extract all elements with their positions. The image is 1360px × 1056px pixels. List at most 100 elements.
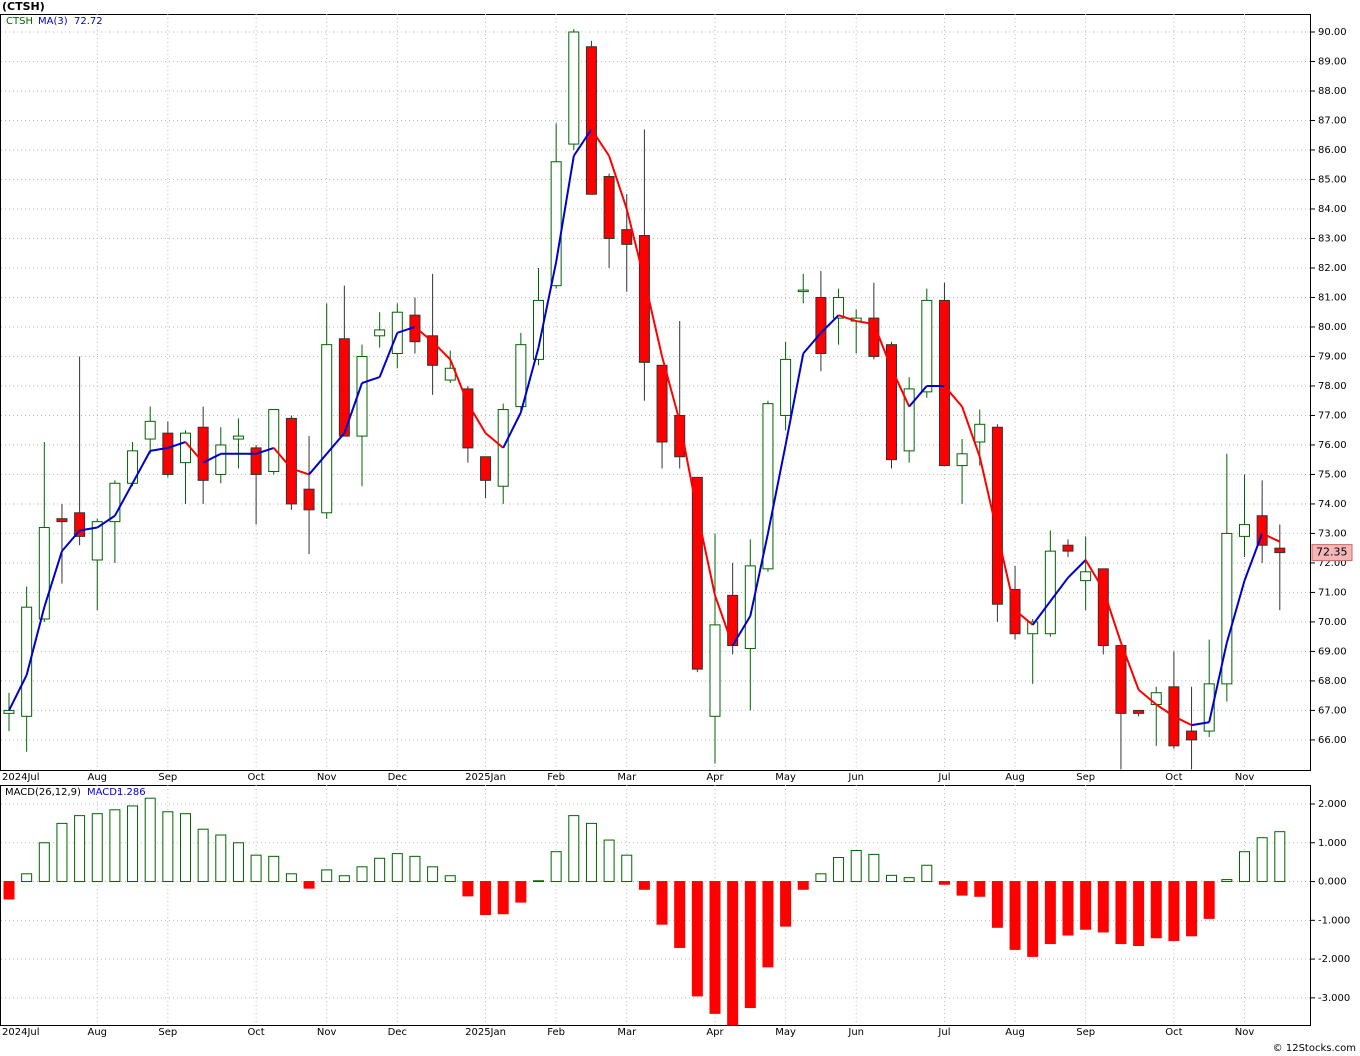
y-tick-label: 80.00 — [1318, 322, 1347, 333]
macd-bar — [427, 866, 439, 883]
ma-line — [167, 441, 186, 449]
candle-body — [197, 426, 209, 481]
candle-body — [921, 299, 933, 393]
ma-line — [414, 326, 434, 343]
ma-line — [1014, 609, 1034, 626]
y-tick-label: 89.00 — [1318, 56, 1347, 67]
macd-bar — [515, 881, 527, 903]
ma-line — [908, 385, 928, 408]
ma-line — [150, 446, 169, 452]
y-tick-label: 74.00 — [1318, 499, 1347, 510]
ma-line — [396, 326, 416, 334]
macd-bar — [1221, 879, 1233, 883]
x-tick-label: Jul — [937, 1027, 950, 1038]
candle-body — [568, 31, 580, 145]
y-tick-label: -3.000 — [1318, 993, 1350, 1004]
ma-line — [537, 261, 558, 348]
candle-body — [603, 176, 615, 239]
macd-bar — [956, 881, 968, 896]
macd-bar — [568, 815, 580, 883]
macd-bar — [1062, 881, 1074, 936]
candle-body — [74, 512, 86, 537]
macd-bar — [480, 881, 492, 915]
y-tick-label: 87.00 — [1318, 115, 1347, 126]
macd-bar — [727, 881, 739, 1026]
x-tick-label: Dec — [388, 1027, 407, 1038]
candle-body — [1186, 730, 1198, 741]
macd-bar — [744, 881, 756, 1009]
x-tick-label: Jun — [847, 1027, 864, 1038]
ma-line — [1120, 642, 1140, 691]
macd-bar — [391, 853, 403, 883]
y-tick-label: 75.00 — [1318, 469, 1347, 480]
macd-bar — [444, 875, 456, 883]
candle-body — [285, 417, 297, 505]
price-frame — [0, 14, 1311, 771]
candle-body — [1239, 524, 1250, 537]
macd-value: 1.286 — [117, 787, 146, 798]
y-tick-label: 67.00 — [1318, 705, 1347, 716]
x-tick-label: Apr — [706, 1027, 724, 1038]
candle-body — [1027, 621, 1039, 635]
ma-line — [1173, 715, 1192, 727]
macd-bar — [356, 866, 368, 883]
chart-title: (CTSH) — [2, 0, 45, 13]
candle-body — [497, 409, 509, 487]
y-tick-label: 86.00 — [1318, 145, 1347, 156]
ma-line — [784, 353, 805, 446]
legend-symbol: CTSH — [6, 16, 33, 27]
ma-line — [8, 674, 28, 711]
macd-bar — [1186, 881, 1198, 937]
macd-bar — [797, 881, 809, 890]
ma-line — [184, 441, 204, 464]
macd-bar — [603, 839, 615, 883]
x-tick-label: Mar — [617, 1027, 637, 1038]
candle-body — [1115, 645, 1127, 714]
x-tick-label: Nov — [317, 772, 337, 783]
ma-line — [308, 453, 328, 476]
ma-line — [291, 467, 310, 476]
macd-bar — [691, 881, 703, 997]
macd-bar — [903, 877, 915, 883]
candle-body — [21, 606, 33, 717]
ma-line — [519, 347, 540, 413]
x-tick-label: Nov — [1235, 772, 1255, 783]
ma-line — [1067, 559, 1087, 579]
ma-line — [766, 444, 787, 534]
macd-bar — [1133, 881, 1145, 947]
candle-body — [268, 409, 280, 472]
macd-bar — [21, 873, 33, 883]
ma-line — [749, 533, 769, 617]
x-tick-label: Aug — [87, 772, 107, 783]
ma-line — [1084, 559, 1105, 590]
ma-line — [820, 314, 840, 334]
x-tick-label: Sep — [1076, 1027, 1095, 1038]
macd-bar — [1115, 881, 1127, 945]
x-tick-label: Sep — [158, 772, 177, 783]
candle-body — [109, 482, 121, 523]
x-tick-label: Oct — [247, 772, 264, 783]
y-tick-label: 0.000 — [1318, 877, 1347, 888]
ma-line — [343, 382, 363, 434]
candle-body — [956, 453, 968, 467]
candle-body — [232, 435, 244, 440]
y-tick-label: 73.00 — [1318, 528, 1347, 539]
candle-body — [180, 432, 191, 464]
candle-body — [303, 488, 315, 511]
macd-bar — [656, 881, 668, 925]
ma-line — [608, 155, 628, 210]
y-tick-label: 1.000 — [1318, 838, 1347, 849]
x-tick-label: Sep — [158, 1027, 177, 1038]
candle-body — [585, 46, 597, 195]
y-tick-label: 81.00 — [1318, 292, 1347, 303]
macd-bar — [497, 881, 509, 915]
x-tick-label: Nov — [317, 1027, 337, 1038]
x-tick-label: 2025Jan — [465, 772, 506, 783]
candle-body — [427, 335, 439, 366]
ma-line — [1243, 533, 1264, 581]
candle-body — [250, 447, 262, 475]
candle-body — [1062, 544, 1074, 552]
x-tick-label: Jun — [847, 772, 864, 783]
